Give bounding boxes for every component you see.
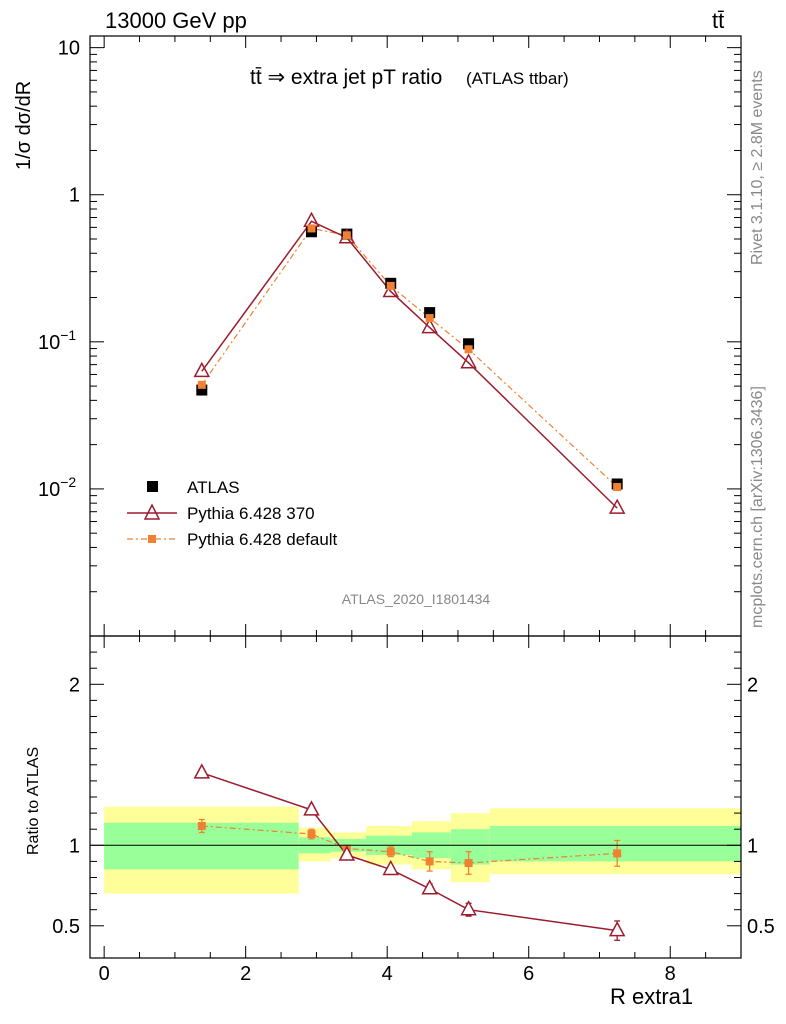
plot-title-sub: (ATLAS ttbar): [466, 69, 569, 88]
pythia370-point: [193, 361, 211, 378]
ratio-point-pythia370: [193, 763, 211, 779]
pythiadefault-point: [613, 483, 622, 492]
ratio-point-pythia370: [460, 900, 477, 916]
legend-label-atlas: ATLAS: [187, 478, 240, 497]
plot-title-main: tt̄ ⇒ extra jet pT ratio: [250, 66, 442, 89]
pythiadefault-point: [425, 314, 434, 323]
ratio-point-pythia370: [303, 800, 320, 816]
y-tick-label: 10−1: [38, 327, 76, 354]
atlas-point: [424, 307, 436, 319]
ratio-y-tick-label: 0.5: [52, 916, 80, 938]
ratio-point-pythiadefault: [613, 849, 622, 858]
axes: 0 2 4 6 8 10 1 10−1 10−2 2 2 1 1 0.5 0.5: [38, 35, 775, 985]
x-tick-label: 0: [99, 963, 110, 985]
ratio-point-pythia370: [338, 845, 356, 861]
ratio-frame: [89, 635, 742, 959]
atlas-point: [196, 384, 208, 396]
ratio-y-tick-label: 1: [69, 835, 80, 857]
pythia370-point: [382, 281, 399, 298]
legend-label-pythia370: Pythia 6.428 370: [187, 504, 315, 523]
ratio-point-pythia370: [421, 879, 438, 895]
pythiadefault-point: [464, 345, 473, 354]
main-plot-area: [193, 211, 626, 514]
plot-title: tt̄ ⇒ extra jet pT ratio (ATLAS ttbar): [250, 66, 569, 89]
x-tick-label: 6: [523, 963, 534, 985]
y-tick-exponent: −2: [60, 474, 76, 490]
x-tick-label: 2: [240, 963, 251, 985]
series-line-pythia370: [201, 220, 618, 509]
ratio-y-tick-label-right: 0.5: [747, 916, 775, 938]
ratio-point-pythiadefault: [386, 847, 395, 856]
y-tick-label: 1: [69, 185, 80, 207]
pythiadefault-point: [197, 380, 206, 389]
y-axis-label: 1/σ dσ/dR: [13, 81, 35, 170]
analysis-id: ATLAS_2020_I1801434: [342, 591, 491, 607]
x-axis-label: R extra1: [610, 984, 693, 1009]
ratio-y-tick-label-right: 2: [747, 674, 758, 696]
pythiadefault-point: [342, 231, 351, 240]
pythia370-point: [608, 498, 626, 514]
ratio-plot-area: [193, 763, 626, 941]
pythia370-point: [460, 353, 477, 369]
y-tick-label: 10: [58, 38, 80, 60]
mcplots-label: mcplots.cern.ch [arXiv:1306.3436]: [749, 386, 766, 628]
ratio-y-tick-label: 2: [69, 674, 80, 696]
y-tick-label: 10−2: [38, 474, 76, 501]
pythiadefault-point: [386, 281, 395, 290]
band-inner: [450, 829, 490, 865]
ratio-point-pythia370: [608, 921, 626, 937]
legend-label-pythiadefault: Pythia 6.428 default: [187, 530, 338, 549]
rivet-label: Rivet 3.1.10, ≥ 2.8M events: [749, 70, 766, 265]
process-label: tt̄: [712, 8, 724, 33]
atlas-point: [463, 338, 475, 350]
ratio-point-pythiadefault: [197, 821, 206, 830]
x-tick-label: 4: [382, 963, 393, 985]
pythiadefault-point: [307, 224, 316, 233]
ratio-point-pythiadefault: [464, 859, 473, 868]
ratio-point-pythiadefault: [307, 830, 316, 839]
legend-marker-pythiadefault: [148, 535, 156, 543]
ratio-point-pythiadefault: [425, 857, 434, 866]
legend-marker-pythia370: [143, 503, 161, 520]
legend-marker-atlas: [147, 481, 158, 492]
ratio-axis-label: Ratio to ATLAS: [25, 747, 42, 855]
pythia370-point: [421, 317, 438, 334]
x-tick-label: 8: [665, 963, 676, 985]
ratio-y-tick-label-right: 1: [747, 835, 758, 857]
ratio-point-pythia370: [382, 859, 399, 876]
legend: ATLAS Pythia 6.428 370 Pythia 6.428 defa…: [127, 478, 338, 549]
energy-label: 13000 GeV pp: [105, 8, 247, 33]
y-tick-exponent: −1: [60, 327, 76, 343]
